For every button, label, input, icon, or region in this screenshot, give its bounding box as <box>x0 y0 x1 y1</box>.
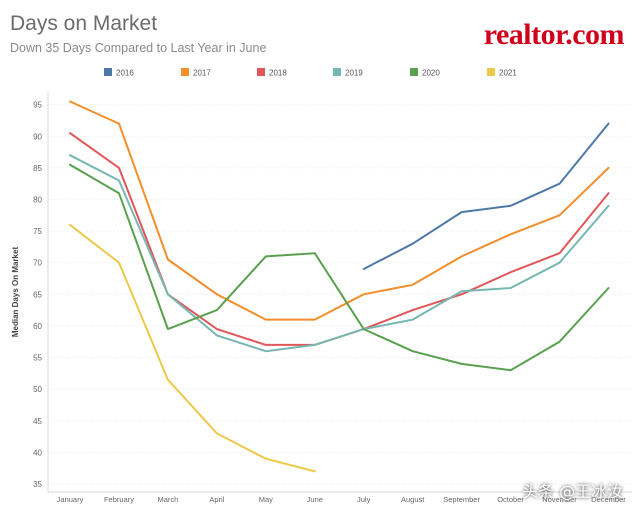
y-tick-label: 70 <box>33 259 42 268</box>
series-line-2020 <box>69 163 610 372</box>
legend-label: 2021 <box>499 69 517 78</box>
legend-swatch <box>181 68 189 76</box>
legend-label: 2019 <box>345 69 363 78</box>
x-tick-label: May <box>259 495 273 504</box>
x-tick-label: July <box>357 495 371 504</box>
legend-label: 2017 <box>193 69 211 78</box>
x-tick-label: February <box>104 495 134 504</box>
legend-label: 2018 <box>269 69 287 78</box>
series-line-2017 <box>69 100 610 321</box>
y-tick-label: 95 <box>33 101 42 110</box>
series-line-2016 <box>362 122 610 270</box>
legend-swatch <box>104 68 112 76</box>
y-tick-label: 50 <box>33 385 42 394</box>
legend-label: 2016 <box>116 69 134 78</box>
x-tick-label: March <box>157 495 178 504</box>
x-tick-label: April <box>209 495 224 504</box>
series-line-2018 <box>69 132 610 346</box>
series-line-2019 <box>69 154 610 353</box>
y-tick-label: 90 <box>33 132 42 141</box>
x-tick-label: January <box>57 495 84 504</box>
x-tick-label: November <box>542 495 577 504</box>
y-tick-label: 55 <box>33 354 42 363</box>
y-tick-label: 85 <box>33 164 42 173</box>
watermark: 头条 @王冰汝 <box>522 482 624 501</box>
y-tick-label: 75 <box>33 227 42 236</box>
y-tick-label: 65 <box>33 290 42 299</box>
series-line-2021 <box>69 223 316 473</box>
y-tick-label: 45 <box>33 417 42 426</box>
chart-title: Days on Market <box>10 12 158 35</box>
legend-swatch <box>257 68 265 76</box>
realtor-logo: realtor.com <box>483 18 625 51</box>
y-tick-label: 35 <box>33 480 42 489</box>
x-tick-label: September <box>443 495 480 504</box>
chart-subtitle: Down 35 Days Compared to Last Year in Ju… <box>10 41 267 55</box>
y-tick-label: 60 <box>33 322 42 331</box>
legend-label: 2020 <box>422 69 440 78</box>
y-axis-label: Median Days On Market <box>11 247 20 338</box>
legend-swatch <box>410 68 418 76</box>
legend-swatch <box>487 68 495 76</box>
x-tick-label: June <box>307 495 323 504</box>
y-tick-label: 40 <box>33 448 42 457</box>
x-tick-label: August <box>401 495 425 504</box>
legend-swatch <box>333 68 341 76</box>
x-tick-label: December <box>591 495 626 504</box>
x-tick-label: October <box>497 495 524 504</box>
y-tick-label: 80 <box>33 195 42 204</box>
